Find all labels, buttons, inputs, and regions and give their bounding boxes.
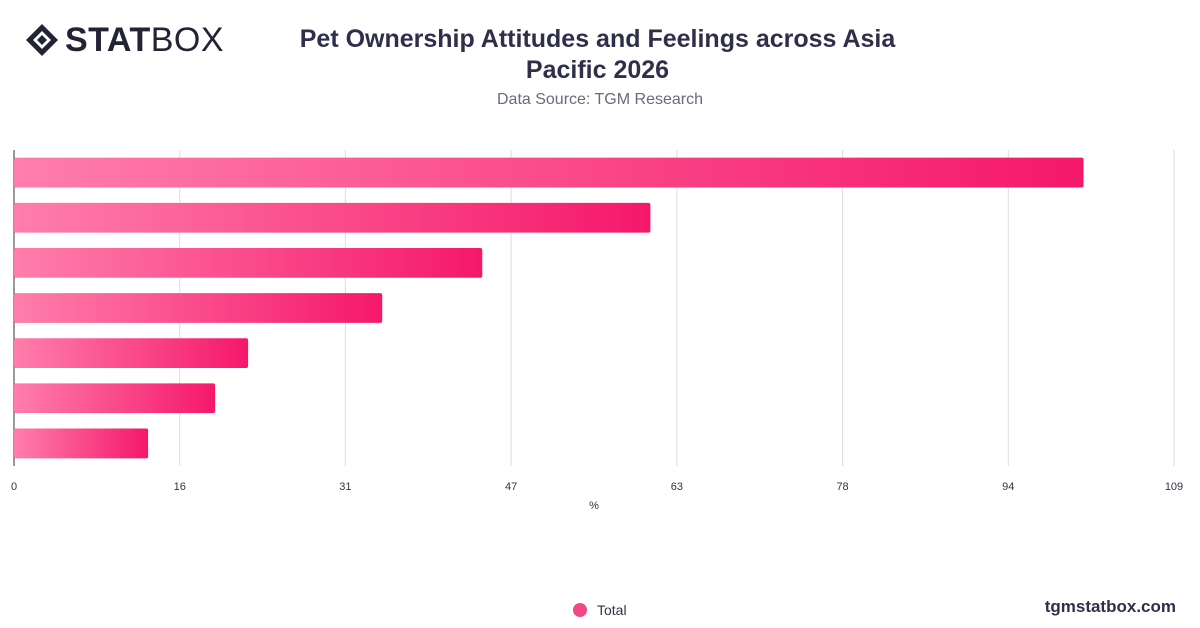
logo-wordmark: STATBOX [65,22,224,58]
bar[interactable] [14,247,483,278]
logo-wordmark-light: BOX [150,21,225,59]
chart-title: Pet Ownership Attitudes and Feelings acr… [290,24,905,86]
x-tick-label: 47 [505,481,517,493]
x-tick-label: 0 [11,481,17,493]
legend-circle-marker-icon [573,603,587,617]
chart-title-line-1: Pet Ownership Attitudes and Feelings acr… [299,25,896,53]
x-tick-label: 63 [671,481,683,493]
bar[interactable] [14,157,1084,188]
bars [14,157,1084,459]
x-axis-label: % [589,500,599,512]
x-tick-label: 78 [836,481,848,493]
x-axis-ticks: 0 16 31 47 63 78 94 109 [11,481,1183,493]
bar[interactable] [14,338,249,369]
chart-title-line-2: Pacific 2026 [525,56,670,84]
x-tick-label: 16 [174,481,186,493]
x-tick-label: 31 [339,481,351,493]
legend-item-total[interactable]: Total [573,602,627,618]
bar[interactable] [14,428,149,459]
bar[interactable] [14,202,651,233]
legend-label: Total [597,602,627,618]
logo-wordmark-bold: STAT [65,21,151,59]
diamond-logo-icon [26,24,58,56]
bar[interactable] [14,383,216,414]
statbox-logo: STATBOX [25,22,224,58]
x-tick-label: 94 [1002,481,1014,493]
chart-subtitle: Data Source: TGM Research [496,91,703,108]
brand-url[interactable]: tgmstatbox.com [1044,597,1176,616]
bar[interactable] [14,293,383,323]
x-tick-label: 109 [1165,481,1183,493]
